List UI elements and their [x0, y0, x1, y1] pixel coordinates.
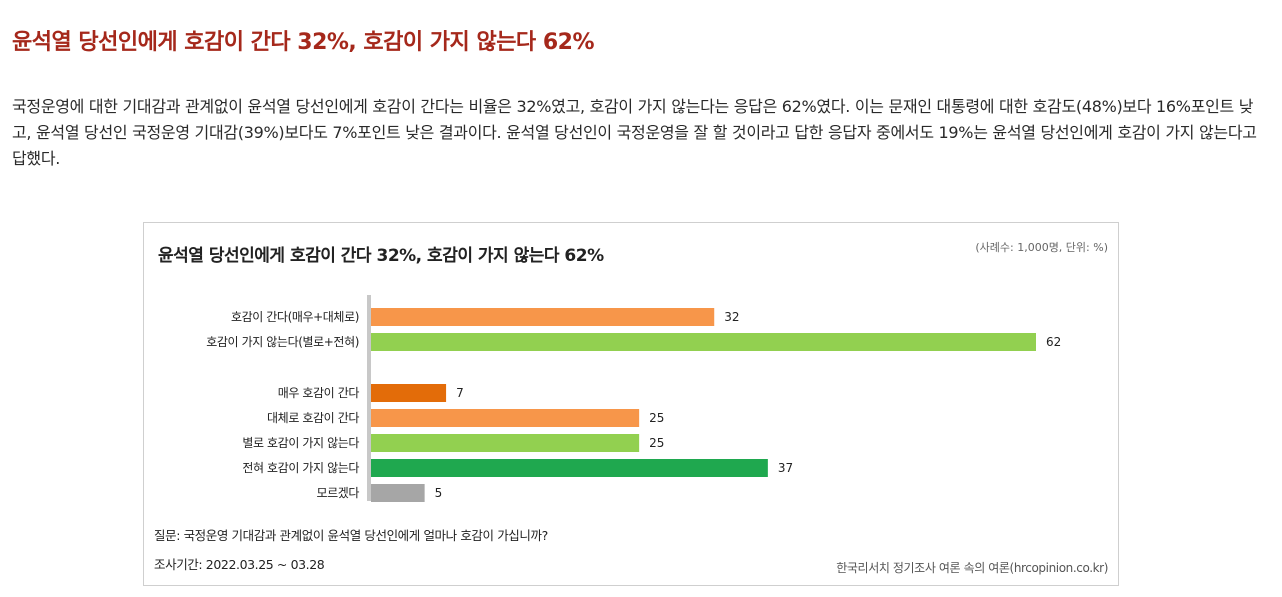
- bar: [371, 434, 640, 452]
- category-label: 모르겠다: [316, 486, 359, 500]
- category-label: 대체로 호감이 간다: [267, 411, 359, 425]
- category-label: 전혀 호감이 가지 않는다: [242, 461, 359, 475]
- bar-value-label: 5: [435, 486, 443, 500]
- article-headline: 윤석열 당선인에게 호감이 간다 32%, 호감이 가지 않는다 62%: [12, 30, 595, 55]
- chart-title: 윤석열 당선인에게 호감이 간다 32%, 호감이 가지 않는다 62%: [158, 246, 604, 266]
- category-label: 매우 호감이 간다: [278, 386, 360, 400]
- bar-value-label: 62: [1046, 335, 1061, 349]
- chart-source: 한국리서치 정기조사 여론 속의 여론(hrcopinion.co.kr): [836, 561, 1108, 575]
- chart-figure: 윤석열 당선인에게 호감이 간다 32%, 호감이 가지 않는다 62% (사례…: [143, 222, 1119, 586]
- bar: [371, 333, 1036, 351]
- bar: [371, 308, 715, 326]
- bar: [371, 459, 768, 477]
- bar-value-label: 32: [724, 310, 739, 324]
- bar-value-label: 37: [778, 461, 793, 475]
- chart-sample-note: (사례수: 1,000명, 단위: %): [975, 241, 1108, 254]
- article-paragraph: 국정운영에 대한 기대감과 관계없이 윤석열 당선인에게 호감이 간다는 비율은…: [12, 97, 1257, 168]
- bar-value-label: 25: [649, 436, 664, 450]
- survey-question: 질문: 국정운영 기대감과 관계없이 윤석열 당선인에게 얼마나 호감이 가십니…: [154, 528, 548, 543]
- bar: [371, 384, 447, 402]
- survey-period: 조사기간: 2022.03.25 ~ 03.28: [154, 557, 325, 572]
- bar-value-label: 25: [649, 411, 664, 425]
- category-label: 호감이 간다(매우+대체로): [231, 310, 359, 324]
- bar-chart-svg: 호감이 간다(매우+대체로) 32 호감이 가지 않는다(별로+전혀) 62 매우 호감…: [206, 295, 1061, 502]
- category-label: 호감이 가지 않는다(별로+전혀): [206, 335, 359, 349]
- bar: [371, 409, 640, 427]
- bar-value-label: 7: [456, 386, 464, 400]
- bar: [371, 484, 425, 502]
- category-axis-line: [367, 295, 371, 501]
- category-label: 별로 호감이 가지 않는다: [242, 436, 359, 450]
